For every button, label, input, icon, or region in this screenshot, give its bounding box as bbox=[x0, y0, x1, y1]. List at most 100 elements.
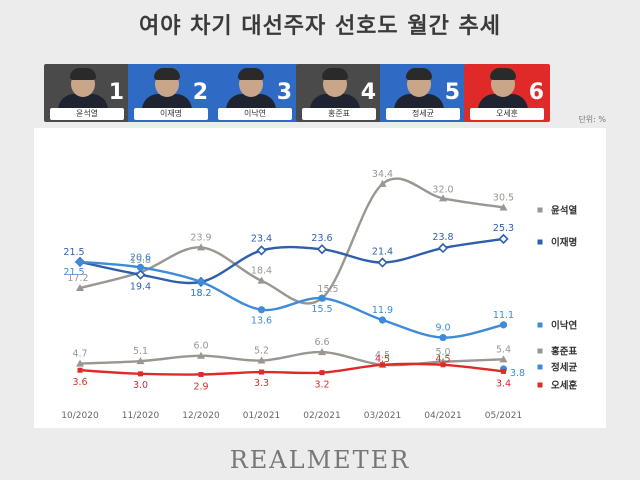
data-label: 3.6 bbox=[72, 377, 87, 388]
series-line bbox=[78, 260, 505, 339]
data-point bbox=[136, 263, 145, 271]
data-point bbox=[76, 258, 84, 266]
candidate-rank: 6 bbox=[528, 80, 544, 105]
data-label: 5.2 bbox=[254, 346, 269, 357]
portrait-icon bbox=[142, 68, 192, 110]
data-point bbox=[76, 283, 84, 291]
portrait-icon bbox=[226, 68, 276, 110]
portrait-icon bbox=[478, 68, 528, 110]
data-label: 6.6 bbox=[314, 337, 329, 348]
data-label: 19.8 bbox=[130, 255, 151, 266]
candidate-rank: 4 bbox=[360, 80, 376, 105]
candidate-card-3: 3 이낙연 bbox=[212, 64, 298, 122]
data-point bbox=[257, 306, 266, 314]
candidate-cards: 1 윤석열 2 이재명 3 이낙연 4 홍준표 5 정세균 6 오세훈 bbox=[0, 64, 640, 122]
chart-panel bbox=[34, 128, 606, 428]
legend-label: 윤석열 bbox=[551, 205, 577, 217]
data-label: 23.9 bbox=[190, 232, 211, 243]
data-label: 3.3 bbox=[254, 378, 269, 389]
data-label: 4.7 bbox=[72, 349, 87, 360]
candidate-card-4: 4 홍준표 bbox=[296, 64, 382, 122]
candidate-rank: 5 bbox=[444, 80, 460, 105]
legend-marker bbox=[537, 364, 543, 370]
data-point bbox=[501, 368, 506, 374]
data-point bbox=[440, 362, 446, 368]
data-point bbox=[437, 242, 449, 254]
chart-title: 여야 차기 대선주자 선호도 월간 추세 bbox=[139, 14, 501, 39]
data-label: 5.1 bbox=[133, 346, 148, 357]
data-label: 23.6 bbox=[311, 233, 332, 244]
candidate-card-1: 1 윤석열 bbox=[44, 64, 130, 122]
data-label: 4.5 bbox=[375, 354, 390, 365]
data-point bbox=[316, 244, 328, 255]
x-tick-label: 03/2021 bbox=[364, 411, 401, 421]
data-point bbox=[197, 243, 205, 251]
data-point bbox=[380, 362, 385, 368]
legend-marker bbox=[537, 348, 543, 354]
data-label: 9.0 bbox=[435, 323, 450, 334]
data-point bbox=[499, 203, 508, 211]
data-label: 3.2 bbox=[314, 380, 329, 391]
x-tick-label: 11/2020 bbox=[122, 411, 160, 421]
x-tick-label: 02/2021 bbox=[303, 411, 340, 421]
portrait-icon bbox=[394, 68, 444, 110]
data-point bbox=[499, 321, 508, 329]
series-line bbox=[78, 350, 505, 367]
unit-label: 단위: % bbox=[578, 115, 606, 124]
data-label: 6.0 bbox=[193, 341, 208, 352]
candidate-card-6: 6 오세훈 bbox=[464, 64, 550, 122]
legend-label: 정세균 bbox=[551, 362, 577, 374]
data-label: 3.0 bbox=[133, 380, 148, 391]
candidate-name: 홍준표 bbox=[302, 108, 376, 120]
candidate-name: 오세훈 bbox=[470, 108, 544, 120]
data-point bbox=[378, 179, 387, 187]
candidate-name: 이재명 bbox=[134, 108, 208, 120]
data-label: 23.4 bbox=[251, 233, 272, 244]
candidate-rank: 2 bbox=[192, 80, 208, 105]
candidate-card-2: 2 이재명 bbox=[128, 64, 214, 122]
candidate-name: 정세균 bbox=[386, 108, 460, 120]
candidate-name: 이낙연 bbox=[218, 108, 292, 120]
x-tick-label: 01/2021 bbox=[243, 411, 280, 421]
brand-logo: REALMETER bbox=[229, 446, 411, 474]
data-label: 5.4 bbox=[496, 344, 511, 355]
data-point bbox=[136, 357, 145, 365]
data-point bbox=[197, 351, 205, 359]
legend-marker bbox=[537, 239, 543, 245]
data-point bbox=[77, 367, 83, 373]
portrait-icon bbox=[58, 68, 108, 110]
data-label: 19.4 bbox=[130, 282, 151, 293]
data-point bbox=[76, 359, 84, 367]
data-label: 20.6 bbox=[130, 252, 151, 263]
data-point bbox=[377, 257, 388, 268]
data-label: 3.8 bbox=[510, 368, 525, 379]
data-label: 30.5 bbox=[493, 192, 514, 203]
data-label: 11.1 bbox=[493, 310, 514, 321]
data-point bbox=[259, 369, 264, 375]
legend-label: 홍준표 bbox=[551, 346, 577, 358]
data-label: 4.5 bbox=[375, 350, 390, 361]
data-point bbox=[498, 233, 509, 245]
data-point bbox=[138, 371, 143, 377]
data-point bbox=[135, 269, 146, 280]
data-point bbox=[499, 355, 508, 363]
data-point bbox=[257, 356, 266, 364]
portrait-icon bbox=[310, 68, 360, 110]
data-point bbox=[198, 371, 204, 377]
data-point bbox=[257, 276, 266, 284]
data-label: 15.5 bbox=[317, 284, 338, 295]
data-point bbox=[318, 348, 326, 356]
data-label: 21.5 bbox=[63, 267, 84, 278]
data-label: 25.3 bbox=[493, 223, 514, 234]
x-tick-label: 05/2021 bbox=[485, 411, 522, 421]
data-label: 2.9 bbox=[193, 381, 208, 392]
x-tick-label: 10/2020 bbox=[61, 411, 99, 421]
legend-label: 이낙연 bbox=[551, 320, 577, 332]
candidate-card-5: 5 정세균 bbox=[380, 64, 466, 122]
candidate-name: 윤석열 bbox=[50, 108, 124, 120]
series-line bbox=[78, 362, 505, 376]
data-label: 11.9 bbox=[372, 305, 393, 316]
x-tick-label: 12/2020 bbox=[182, 411, 220, 421]
data-label: 18.4 bbox=[251, 266, 272, 277]
series-line bbox=[78, 177, 505, 305]
